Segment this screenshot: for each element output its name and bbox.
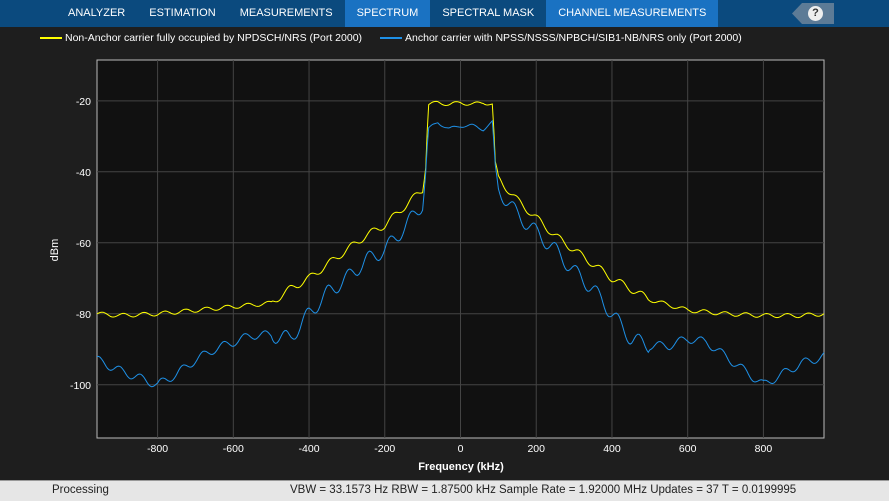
series-line-0: [96, 100, 825, 319]
x-tick-label: 0: [458, 443, 464, 455]
help-button[interactable]: ?: [792, 3, 834, 24]
status-bar: Processing VBW = 33.1573 Hz RBW = 1.8750…: [0, 480, 889, 501]
tab-analyzer[interactable]: ANALYZER: [68, 7, 126, 19]
legend-label: Anchor carrier with NPSS/NSSS/NPBCH/SIB1…: [405, 32, 742, 44]
toolbar: ANALYZER ESTIMATION MEASUREMENTS SPECTRU…: [0, 0, 889, 27]
tab-spectral-mask[interactable]: SPECTRAL MASK: [442, 7, 535, 19]
x-tick-label: -800: [147, 443, 168, 455]
x-tick-label: -400: [299, 443, 320, 455]
y-tick-label: -100: [70, 380, 91, 392]
x-tick-label: 200: [527, 443, 545, 455]
x-tick-label: 600: [679, 443, 697, 455]
legend-swatch: [40, 37, 62, 39]
y-tick-label: -20: [76, 96, 91, 108]
legend-swatch: [380, 37, 403, 39]
tab-channel-measurements[interactable]: CHANNEL MEASUREMENTS: [546, 0, 719, 27]
tab-spectrum[interactable]: SPECTRUM: [344, 0, 431, 27]
x-axis-label: Frequency (kHz): [418, 461, 504, 473]
tab-measurements[interactable]: MEASUREMENTS: [239, 7, 333, 19]
status-state: Processing: [52, 484, 109, 496]
y-tick-label: -60: [76, 238, 91, 250]
legend: Non-Anchor carrier fully occupied by NPD…: [40, 32, 742, 44]
x-tick-label: -600: [223, 443, 244, 455]
x-tick-label: 400: [603, 443, 621, 455]
x-tick-label: 800: [755, 443, 773, 455]
status-info: VBW = 33.1573 Hz RBW = 1.87500 kHz Sampl…: [290, 484, 797, 496]
help-icon: ?: [808, 6, 823, 21]
y-tick-label: -40: [76, 167, 91, 179]
series-line-1: [96, 119, 825, 388]
legend-label: Non-Anchor carrier fully occupied by NPD…: [65, 32, 363, 44]
x-tick-label: -200: [374, 443, 395, 455]
y-axis-label: dBm: [49, 239, 61, 262]
y-tick-label: -80: [76, 309, 91, 321]
legend-item[interactable]: Non-Anchor carrier fully occupied by NPD…: [40, 32, 362, 44]
spectrum-plot: -800 -600 -400 -200 0 200 400 600 800 -100 -80 -60 -…: [49, 59, 825, 473]
legend-item[interactable]: Anchor carrier with NPSS/NSSS/NPBCH/SIB1…: [380, 32, 742, 44]
tab-estimation[interactable]: ESTIMATION: [149, 7, 216, 19]
